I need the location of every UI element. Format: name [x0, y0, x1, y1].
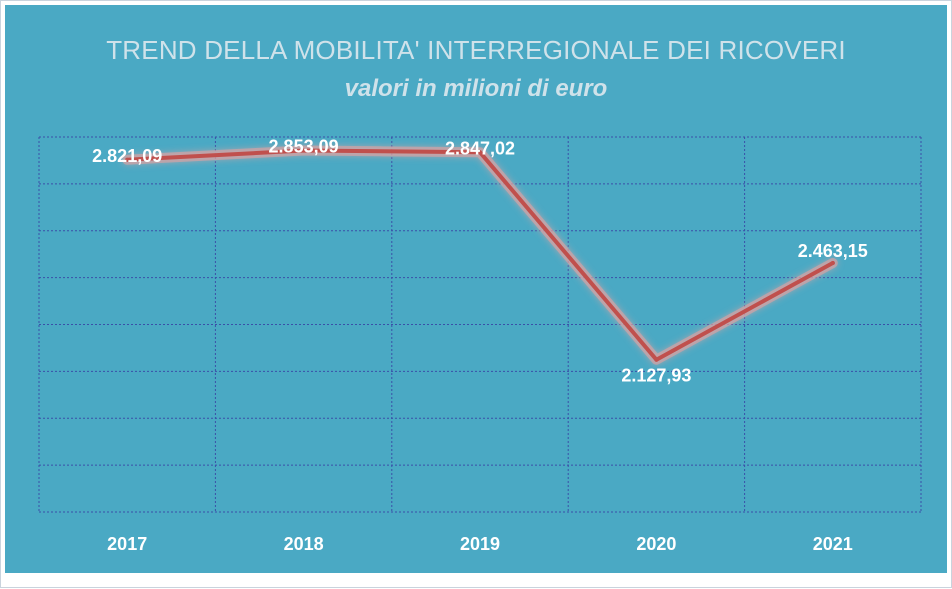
chart-title: TREND DELLA MOBILITA' INTERREGIONALE DEI…	[106, 35, 846, 65]
data-point-2021	[830, 261, 835, 266]
data-label-2017: 2.821,09	[92, 146, 162, 166]
x-tick-label-2017: 2017	[107, 534, 147, 554]
data-point-2018	[301, 148, 306, 153]
data-point-2019	[478, 150, 482, 155]
series-line	[125, 148, 835, 362]
x-tick-label-2020: 2020	[636, 534, 676, 554]
chart-subtitle: valori in milioni di euro	[344, 75, 608, 102]
data-point-2017	[125, 157, 130, 162]
series-line-glow	[122, 145, 838, 365]
data-label-2018: 2.853,09	[269, 137, 339, 157]
data-label-2020: 2.127,93	[621, 366, 691, 386]
data-label-2021: 2.463,15	[798, 241, 868, 261]
data-point-2020	[654, 357, 659, 362]
x-tick-label-2018: 2018	[284, 534, 324, 554]
x-tick-label-2019: 2019	[460, 534, 500, 554]
grid	[38, 136, 922, 513]
x-tick-label-2021: 2021	[813, 534, 853, 554]
data-label-2019: 2.847,02	[445, 138, 515, 158]
